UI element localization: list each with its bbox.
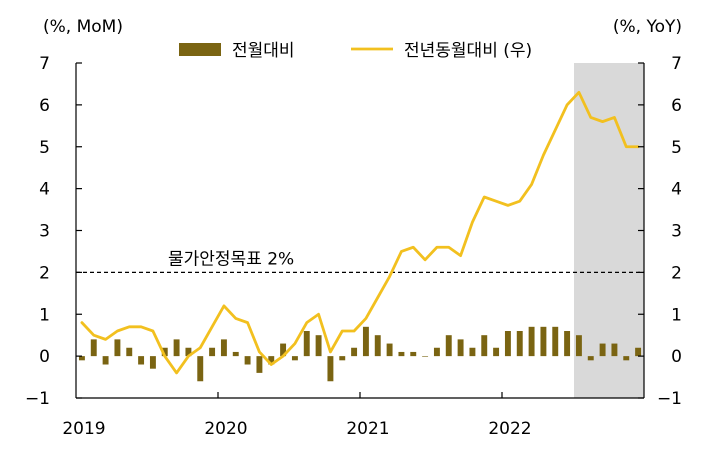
- right-y-tick-label: 7: [671, 54, 682, 74]
- mom-bar: [280, 343, 287, 357]
- mom-bar: [552, 326, 559, 357]
- mom-bar: [516, 331, 523, 357]
- mom-bar: [126, 347, 133, 357]
- mom-bar: [303, 331, 310, 357]
- mom-bar: [635, 347, 642, 357]
- mom-bar: [268, 356, 275, 365]
- left-y-tick-label: 0: [39, 347, 50, 367]
- axis-ticks: [76, 62, 644, 399]
- mom-bar: [457, 339, 464, 357]
- mom-bar: [173, 339, 180, 357]
- mom-bar: [398, 351, 405, 357]
- left-y-tick-label: 3: [39, 222, 50, 242]
- mom-bar: [114, 339, 121, 357]
- mom-bar: [78, 356, 85, 361]
- mom-bar-series: [78, 326, 642, 382]
- mom-bar: [291, 356, 298, 361]
- mom-bar: [564, 331, 571, 357]
- mom-bar: [433, 347, 440, 357]
- x-tick-label: 2021: [346, 419, 389, 439]
- right-axis-unit: (%, YoY): [613, 17, 682, 37]
- mom-bar: [445, 335, 452, 357]
- right-y-tick-label: −1: [657, 389, 682, 409]
- mom-bar: [599, 343, 606, 357]
- mom-bar: [528, 326, 535, 357]
- legend-label-mom: 전월대비: [232, 41, 295, 61]
- mom-bar: [611, 343, 618, 357]
- mom-bar: [185, 347, 192, 357]
- mom-bar: [339, 356, 346, 361]
- mom-bar: [149, 356, 156, 369]
- mom-bar: [410, 351, 417, 357]
- mom-bar: [161, 347, 168, 357]
- right-y-tick-label: 3: [671, 222, 682, 242]
- mom-bar: [374, 335, 381, 357]
- mom-bar: [102, 356, 109, 365]
- mom-bar: [540, 326, 547, 357]
- right-y-tick-label: 6: [671, 96, 682, 116]
- yoy-line: [80, 90, 640, 375]
- left-y-tick-label: 1: [39, 305, 50, 325]
- mom-bar: [362, 326, 369, 357]
- mom-bar: [315, 335, 322, 357]
- mom-bar: [493, 347, 500, 357]
- x-tick-label: 2019: [62, 419, 105, 439]
- right-y-tick-label: 2: [671, 263, 682, 283]
- left-y-tick-label: 5: [39, 138, 50, 158]
- right-y-tick-label: 4: [671, 180, 682, 200]
- mom-bar: [623, 356, 630, 361]
- mom-bar: [209, 347, 216, 357]
- mom-bar: [351, 347, 358, 357]
- legend: 전월대비 전년동월대비 (우): [179, 41, 532, 61]
- mom-bar: [587, 356, 594, 361]
- left-axis-unit: (%, MoM): [43, 17, 123, 37]
- left-y-tick-label: 4: [39, 180, 50, 200]
- mom-bar: [90, 339, 97, 357]
- legend-swatch-mom: [179, 43, 221, 56]
- mom-bar: [575, 335, 582, 357]
- mom-bar: [422, 356, 429, 357]
- mom-bar: [386, 343, 393, 357]
- left-y-tick-label: −1: [25, 389, 50, 409]
- mom-bar: [138, 356, 145, 365]
- mom-bar: [481, 335, 488, 357]
- right-y-tick-label: 0: [671, 347, 682, 367]
- mom-bar: [232, 351, 239, 357]
- right-y-tick-label: 1: [671, 305, 682, 325]
- mom-bar: [220, 339, 227, 357]
- right-y-tick-label: 5: [671, 138, 682, 158]
- mom-bar: [469, 347, 476, 357]
- left-y-tick-label: 6: [39, 96, 50, 116]
- mom-bar: [244, 356, 251, 365]
- left-y-tick-label: 2: [39, 263, 50, 283]
- mom-bar: [197, 356, 204, 382]
- left-y-tick-label: 7: [39, 54, 50, 74]
- x-tick-label: 2022: [488, 419, 531, 439]
- legend-label-yoy: 전년동월대비 (우): [404, 41, 532, 61]
- mom-bar: [256, 356, 263, 373]
- shaded-region: [574, 63, 644, 398]
- tick-labels: 7 7 6 6 5 5 4 4 3 3 2 2 1 1 0 0 −1 −1 2019 2020 2021 2022: [25, 54, 682, 439]
- mom-bar: [327, 356, 334, 382]
- x-tick-label: 2020: [204, 419, 247, 439]
- target-annotation: 물가안정목표 2%: [168, 249, 294, 269]
- mom-bar: [504, 331, 511, 357]
